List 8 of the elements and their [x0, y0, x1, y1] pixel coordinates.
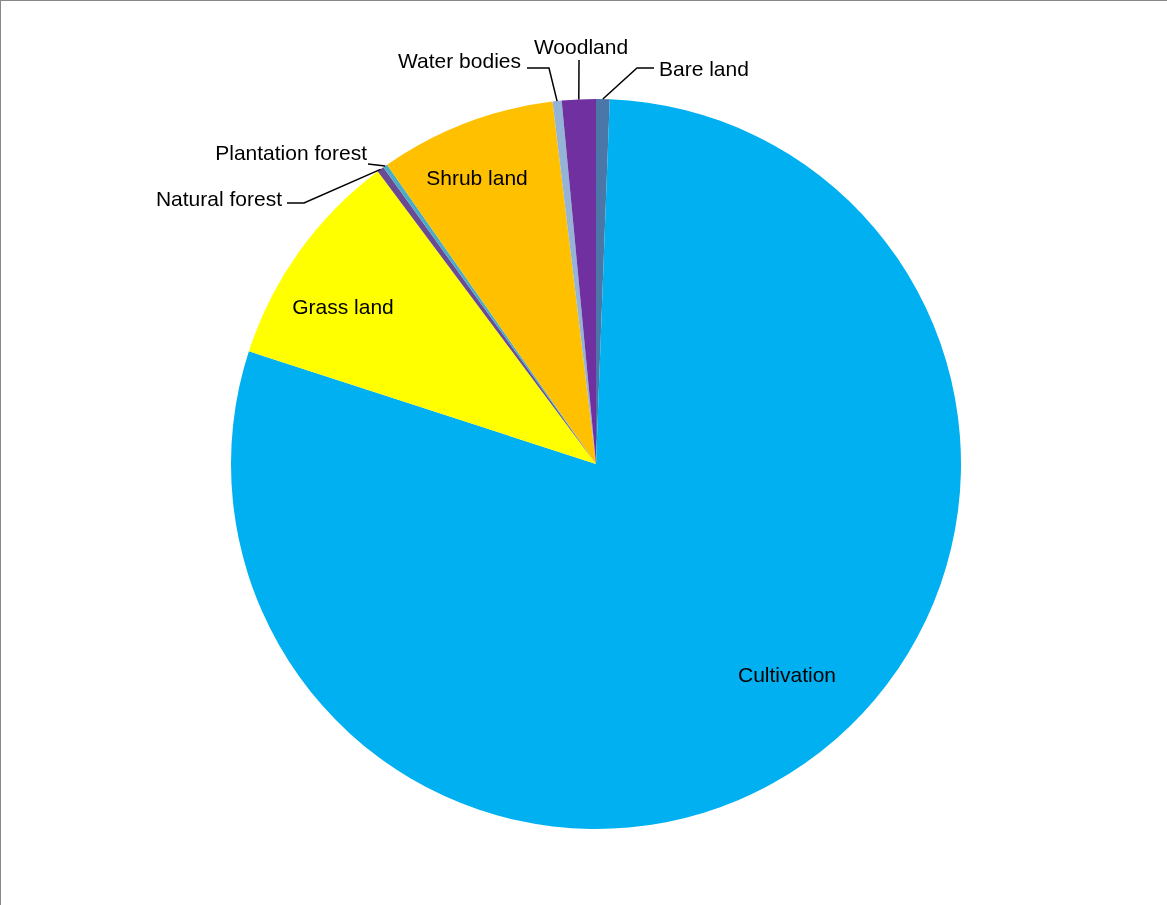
slice-label: Natural forest: [155, 186, 283, 210]
slice-label: Grass land: [292, 294, 394, 318]
slice-label: Bare land: [659, 56, 749, 80]
slice-label: Water bodies: [398, 48, 521, 72]
slice-label: Shrub land: [426, 165, 528, 189]
slice-label: Cultivation: [737, 662, 837, 686]
slice-label: Plantation forest: [215, 140, 368, 164]
slice-label: Woodland: [533, 34, 629, 58]
